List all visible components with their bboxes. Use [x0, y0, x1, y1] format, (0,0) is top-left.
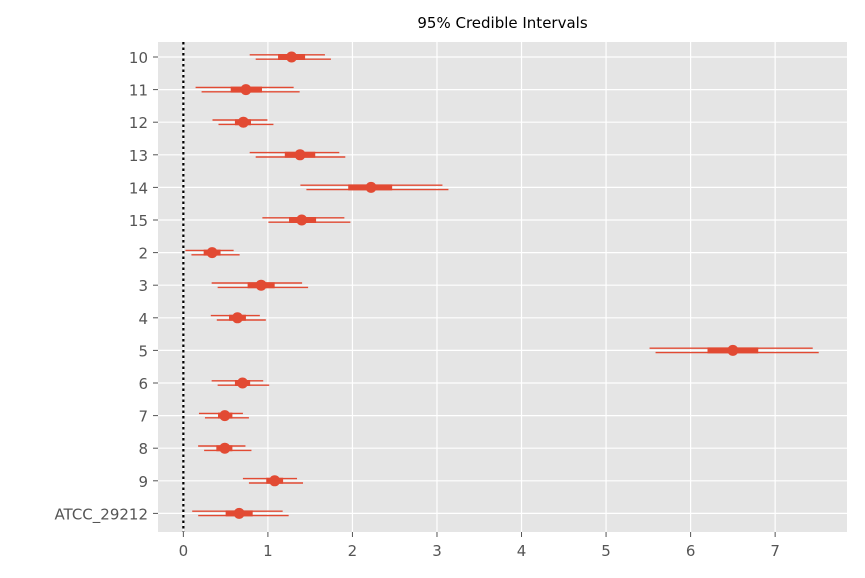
y-tick-label: 9 — [138, 473, 148, 491]
x-tick-label: 1 — [263, 542, 273, 560]
median-point — [206, 247, 218, 259]
interval-row — [210, 312, 266, 324]
x-tick-label: 6 — [686, 542, 696, 560]
x-tick-label: 3 — [432, 542, 442, 560]
x-tick-label: 5 — [601, 542, 611, 560]
y-tick-label: 3 — [138, 277, 148, 295]
y-tick-label: 5 — [138, 342, 148, 360]
x-tick-label: 7 — [770, 542, 780, 560]
median-point — [231, 312, 243, 324]
y-tick-label: 12 — [129, 114, 148, 132]
x-tick-label: 0 — [179, 542, 189, 560]
median-point — [219, 410, 231, 422]
interval-row — [649, 344, 819, 356]
interval-row — [198, 442, 252, 454]
y-tick-label: 14 — [129, 179, 148, 197]
x-tick-label: 4 — [517, 542, 527, 560]
interval-row — [212, 116, 274, 128]
median-point — [237, 116, 249, 128]
median-point — [727, 344, 739, 356]
median-point — [255, 279, 267, 291]
interval-row — [211, 279, 309, 291]
median-point — [269, 475, 281, 487]
median-point — [296, 214, 308, 226]
interval-row — [185, 247, 240, 259]
interval-row — [192, 507, 289, 519]
x-axis: 0 1 2 3 4 5 6 7 — [179, 532, 780, 560]
y-tick-label: 11 — [129, 82, 148, 100]
interval-marks — [185, 51, 819, 519]
interval-row — [262, 214, 351, 226]
median-point — [240, 84, 252, 96]
interval-row — [249, 51, 331, 63]
y-tick-label: 2 — [138, 245, 148, 263]
y-tick-label: 8 — [138, 440, 148, 458]
median-point — [219, 442, 231, 454]
y-axis: 10 11 12 13 14 15 2 3 4 5 6 7 8 9 ATCC_29212 — [54, 49, 158, 524]
x-tick-label: 2 — [348, 542, 358, 560]
y-tick-label: 7 — [138, 408, 148, 426]
median-point — [286, 51, 298, 63]
interval-row — [249, 149, 346, 161]
grid-lines — [158, 42, 847, 532]
median-point — [237, 377, 249, 389]
y-tick-label: ATCC_29212 — [54, 505, 148, 524]
y-tick-label: 4 — [138, 310, 148, 328]
y-tick-label: 10 — [129, 49, 148, 67]
median-point — [365, 181, 377, 193]
interval-row — [242, 475, 304, 487]
median-point — [294, 149, 306, 161]
y-tick-label: 13 — [129, 147, 148, 165]
median-point — [233, 507, 245, 519]
chart-title: 95% Credible Intervals — [417, 14, 587, 32]
interval-row — [198, 410, 249, 422]
y-tick-label: 15 — [129, 212, 148, 230]
interval-row — [195, 84, 300, 96]
interval-row — [300, 181, 449, 193]
y-tick-label: 6 — [138, 375, 148, 393]
interval-row — [211, 377, 270, 389]
